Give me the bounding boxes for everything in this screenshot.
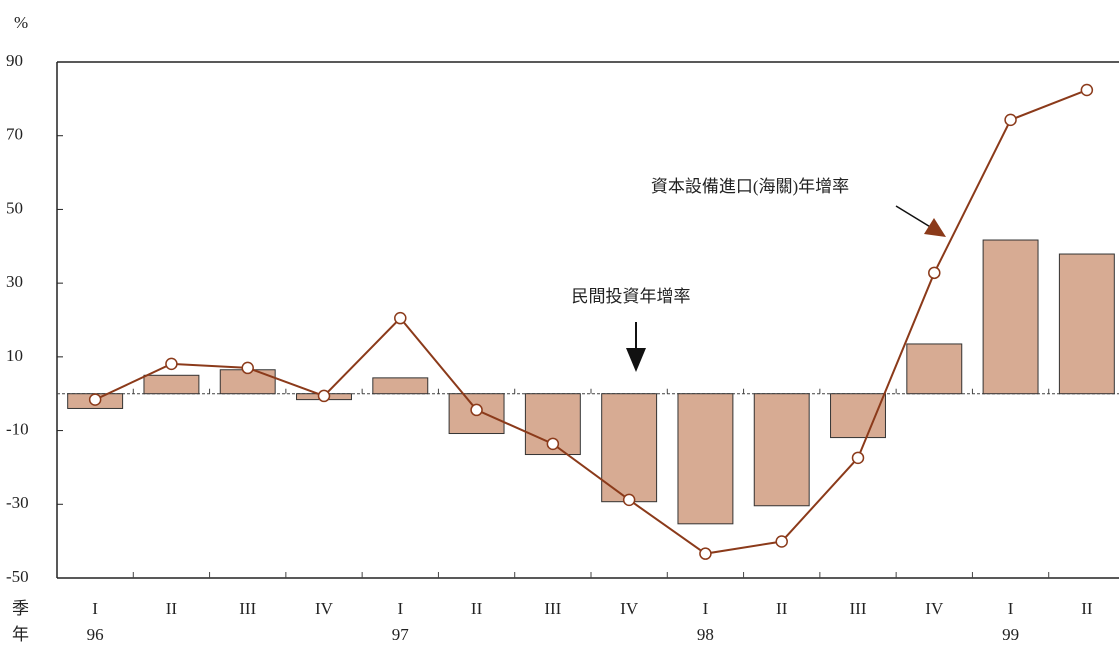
x-tick-label: II (1081, 599, 1093, 618)
y-tick-label: -50 (6, 567, 29, 586)
year-label: 99 (1002, 625, 1019, 644)
bar (677, 393, 734, 525)
y-tick-label: 10 (6, 346, 23, 365)
line-marker (1004, 113, 1017, 127)
x-tick-label: I (92, 599, 98, 618)
bar (830, 393, 886, 439)
x-tick-label: I (1008, 599, 1014, 618)
line (94, 89, 1088, 555)
x-tick-label: IV (315, 599, 334, 618)
line-marker (851, 451, 865, 465)
y-tick-label: 90 (6, 51, 23, 70)
bar (1058, 253, 1115, 395)
quarter-row-label: 季 (12, 599, 29, 618)
x-tick-label: IV (620, 599, 639, 618)
y-tick-label: 50 (6, 198, 23, 217)
line-arrow-head (924, 218, 946, 237)
bar (906, 343, 963, 395)
line-annotation: 資本設備進口(海關)年增率 (651, 177, 849, 196)
y-tick-label: 70 (6, 125, 23, 144)
line-marker (470, 403, 483, 417)
bar (753, 393, 810, 507)
x-tick-label: III (850, 599, 867, 618)
year-row-label: 年 (12, 625, 29, 644)
bar (372, 377, 429, 395)
y-unit: % (14, 13, 28, 32)
x-tick-label: IV (925, 599, 944, 618)
x-tick-label: III (239, 599, 256, 618)
bar (143, 374, 200, 395)
x-tick-label: II (166, 599, 178, 618)
line-marker (699, 547, 712, 560)
line-marker (1080, 83, 1094, 97)
bar (601, 393, 658, 503)
bar-annotation: 民間投資年增率 (572, 287, 691, 306)
line-marker (165, 357, 178, 371)
line-marker (317, 389, 331, 403)
line-marker (775, 535, 788, 548)
x-tick-label: II (471, 599, 483, 618)
x-tick-label: II (776, 599, 788, 618)
line-marker (928, 266, 941, 280)
line-arrow-shaft (895, 205, 933, 229)
line-marker (622, 493, 636, 507)
year-label: 97 (392, 625, 410, 644)
y-tick-label: 30 (6, 272, 23, 291)
year-label: 98 (697, 625, 714, 644)
line-marker (88, 393, 102, 406)
y-tick-label: -10 (6, 419, 29, 438)
line-marker (546, 437, 560, 451)
line-marker (241, 361, 254, 375)
x-tick-label: I (397, 599, 403, 618)
line-marker (394, 311, 407, 325)
y-tick-label: -30 (6, 493, 29, 512)
x-tick-label: III (544, 599, 561, 618)
x-tick-label: I (703, 599, 709, 618)
bar-arrow-head (626, 348, 646, 372)
year-label: 96 (87, 625, 104, 644)
bar (982, 239, 1039, 395)
